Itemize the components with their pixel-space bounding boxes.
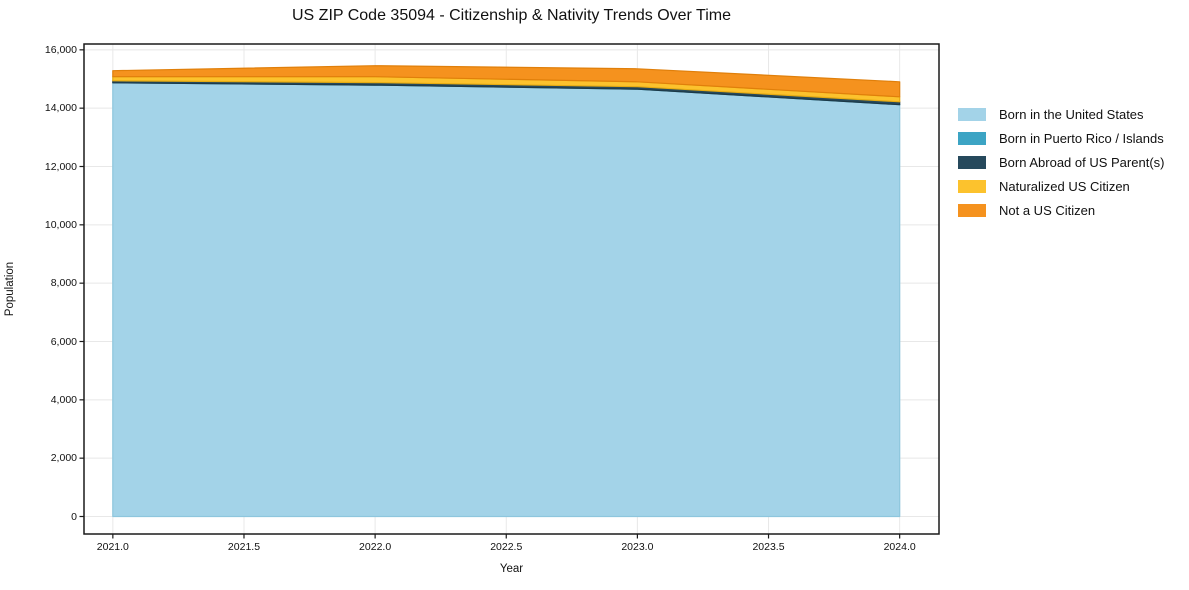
legend-label: Born in Puerto Rico / Islands: [999, 130, 1164, 146]
legend-swatch-icon: [958, 131, 986, 145]
legend-item: Born in the United States: [958, 102, 1164, 126]
x-tick-label: 2022.0: [359, 541, 392, 553]
y-tick-label: 16,000: [44, 43, 77, 56]
legend-item: Naturalized US Citizen: [958, 174, 1164, 198]
legend-item: Not a US Citizen: [958, 198, 1164, 222]
y-tick-label: 6,000: [50, 335, 77, 348]
legend-swatch-icon: [958, 155, 986, 169]
y-tick-label: 10,000: [44, 218, 77, 231]
y-tick-label: 8,000: [50, 277, 77, 290]
axis-ticks: [79, 49, 901, 539]
legend-label: Naturalized US Citizen: [999, 178, 1130, 194]
chart-title: US ZIP Code 35094 - Citizenship & Nativi…: [292, 7, 731, 24]
legend-swatch-icon: [958, 179, 986, 193]
legend-label: Born in the United States: [999, 106, 1144, 122]
legend-label: Born Abroad of US Parent(s): [999, 154, 1165, 170]
x-tick-label: 2023.0: [621, 541, 654, 553]
legend-label: Not a US Citizen: [999, 202, 1096, 218]
y-tick-label: 2,000: [50, 452, 77, 465]
y-tick-label: 0: [71, 510, 77, 523]
x-tick-label: 2021.0: [96, 541, 129, 553]
x-axis-label: Year: [499, 563, 524, 575]
y-tick-label: 4,000: [50, 393, 77, 406]
legend-swatch-icon: [958, 107, 986, 121]
legend: Born in the United States Born in Puerto…: [958, 102, 1164, 222]
legend-swatch-icon: [958, 203, 986, 217]
x-tick-label: 2023.5: [752, 541, 785, 553]
plot-border: [83, 43, 940, 535]
legend-item: Born Abroad of US Parent(s): [958, 150, 1164, 174]
area-series-4: [112, 65, 901, 98]
y-tick-label: 12,000: [44, 160, 77, 173]
area-series-0: [112, 82, 901, 518]
x-tick-label: 2022.5: [490, 541, 523, 553]
x-tick-label: 2024.0: [883, 541, 916, 553]
y-tick-label: 14,000: [44, 102, 77, 115]
x-tick-label: 2021.5: [227, 541, 261, 553]
legend-item: Born in Puerto Rico / Islands: [958, 126, 1164, 150]
